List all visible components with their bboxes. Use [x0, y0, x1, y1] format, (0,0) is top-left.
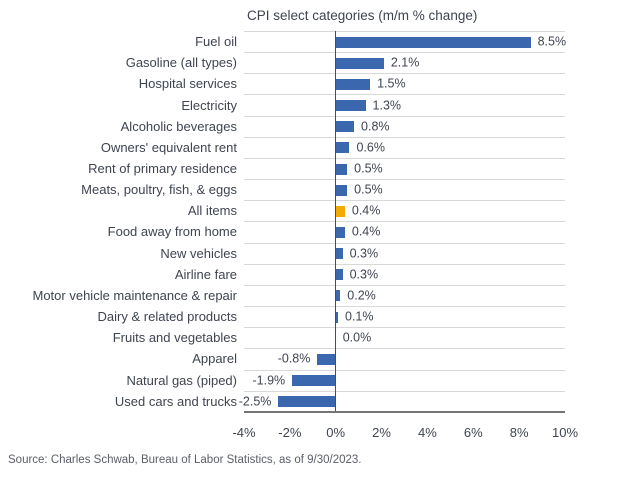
bar	[335, 163, 348, 175]
x-tick-label: -2%	[278, 425, 302, 440]
bar	[292, 375, 336, 387]
bar	[335, 121, 355, 133]
category-label: Dairy & related products	[97, 309, 237, 325]
bar	[335, 142, 350, 154]
x-tick-label: 10%	[551, 425, 579, 440]
category-label: Natural gas (piped)	[126, 372, 237, 388]
x-tick-label: 8%	[509, 425, 529, 440]
category-label: Fruits and vegetables	[112, 330, 237, 346]
bar-row: 0.3%	[244, 244, 565, 265]
bar-row: 0.4%	[244, 201, 565, 223]
category-label: Gasoline (all types)	[125, 55, 237, 71]
bar	[335, 36, 531, 48]
category-axis: Fuel oil Gasoline (all types) Hospital ser…	[0, 31, 238, 412]
bar-row: 8.5%	[244, 32, 567, 54]
bar-row: 0.5%	[244, 159, 565, 181]
category-label: Meats, poultry, fish, & eggs	[81, 182, 237, 198]
value-label: 0.4%	[351, 203, 381, 218]
category-label: Owners' equivalent rent	[100, 139, 237, 155]
x-tick-label: -4%	[232, 425, 256, 440]
bar	[317, 353, 336, 365]
value-label: -2.5%	[238, 394, 272, 409]
value-label: 0.4%	[351, 224, 381, 239]
x-tick-label: 4%	[418, 425, 437, 440]
category-label: Airline fare	[174, 266, 237, 282]
category-label: Hospital services	[138, 76, 237, 92]
category-label: Rent of primary residence	[88, 161, 237, 177]
value-label: 0.2%	[347, 288, 376, 303]
bar	[335, 226, 345, 238]
bar	[335, 78, 371, 90]
value-label: 0.8%	[361, 119, 390, 134]
value-label: 0.0%	[342, 330, 372, 345]
bar-row: 1.3%	[244, 95, 565, 117]
bar-row: -2.5%	[239, 392, 565, 413]
value-label: 2.1%	[390, 55, 420, 70]
value-label: 0.3%	[349, 267, 379, 282]
category-label: Food away from home	[107, 224, 237, 240]
category-label: Apparel	[192, 351, 237, 367]
value-label: -1.9%	[252, 372, 286, 387]
plot-area: 8.5% 2.1% 1.5% 1.3% 0.8% 0.6% 0.5% 0.5% 0.4% 0.4%…	[239, 31, 567, 413]
value-label: 0.3%	[349, 245, 379, 260]
x-tick-label: 0%	[326, 425, 346, 440]
bar	[335, 290, 341, 302]
category-label: Used cars and trucks	[114, 393, 237, 409]
bar-row: 0.8%	[244, 117, 565, 138]
bar	[335, 248, 343, 260]
category-label: Alcoholic beverages	[120, 118, 237, 134]
bar-row: 2.1%	[244, 53, 565, 75]
value-label: 0.6%	[356, 140, 385, 155]
bar-row: 0.2%	[244, 286, 565, 308]
bar-highlighted	[335, 205, 345, 217]
chart-title: CPI select categories (m/m % change)	[247, 8, 478, 23]
bar-row: 0.6%	[244, 138, 565, 159]
value-label: -0.8%	[277, 351, 311, 366]
value-label: 0.1%	[345, 309, 374, 324]
source-note: Source: Charles Schwab, Bureau of Labor …	[8, 454, 362, 466]
bar-row: 0.3%	[244, 265, 565, 286]
x-tick-label: 2%	[372, 425, 391, 440]
x-axis-line	[244, 411, 565, 413]
bar-row: 1.5%	[244, 74, 565, 96]
value-label: 1.5%	[377, 76, 406, 91]
value-label: 0.5%	[354, 161, 383, 176]
category-label: All items	[187, 203, 237, 219]
zero-baseline	[334, 31, 337, 412]
bar-row: 0.5%	[244, 180, 565, 202]
bar	[335, 269, 343, 281]
bar	[335, 184, 348, 196]
bar	[278, 396, 336, 408]
bar-row: 0.0%	[244, 328, 565, 350]
value-label: 1.3%	[372, 97, 402, 112]
bar-row: -1.9%	[244, 371, 565, 392]
category-label: Motor vehicle maintenance & repair	[32, 287, 238, 303]
bar	[335, 311, 338, 323]
value-label: 8.5%	[537, 34, 567, 49]
category-label: Fuel oil	[195, 34, 237, 50]
bar-row: -0.8%	[244, 349, 565, 371]
bar-row: 0.4%	[244, 222, 565, 244]
category-label: New vehicles	[160, 245, 237, 261]
bar	[335, 100, 366, 112]
bar-row: 0.1%	[244, 307, 565, 329]
x-tick-label: 6%	[463, 425, 483, 440]
bar	[335, 57, 384, 69]
value-label: 0.5%	[354, 182, 383, 197]
category-label: Electricity	[181, 97, 237, 113]
